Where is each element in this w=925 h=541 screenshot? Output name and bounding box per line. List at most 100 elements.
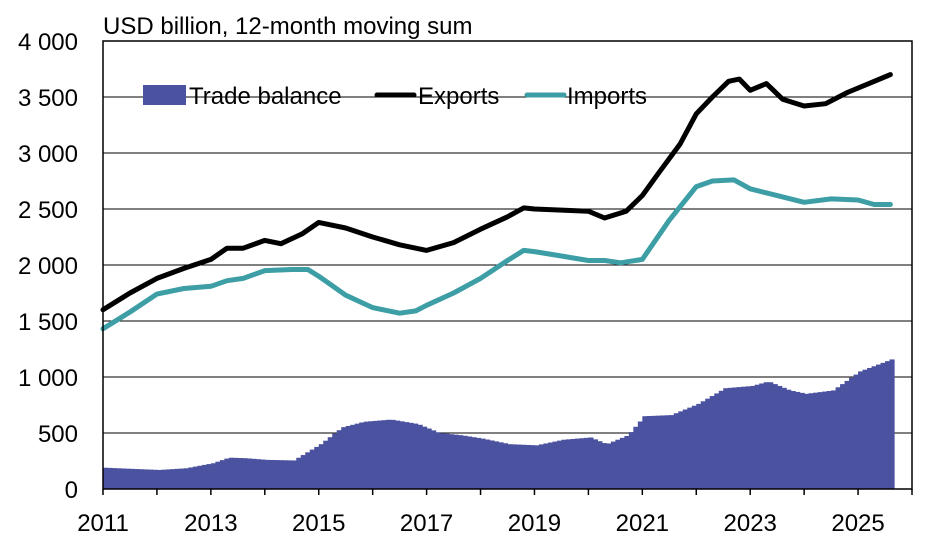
trade-balance-bar xyxy=(165,469,172,489)
trade-balance-bar xyxy=(889,359,895,489)
trade-balance-bar xyxy=(318,444,324,489)
chart-subtitle: USD billion, 12-month moving sum xyxy=(103,13,472,40)
legend: Trade balance Exports Imports xyxy=(143,83,647,110)
trade-balance-bar xyxy=(413,423,419,489)
trade-balance-bar xyxy=(511,444,518,489)
trade-balance-bar xyxy=(215,461,221,489)
trade-balance-bar xyxy=(377,420,383,489)
trade-balance-bar xyxy=(201,464,207,489)
trade-balance-bar xyxy=(777,385,783,489)
x-tick-label: 2019 xyxy=(508,510,561,537)
trade-balance-bar xyxy=(867,367,873,489)
y-tick-label: 2 000 xyxy=(18,253,78,280)
trade-balance-bar xyxy=(219,460,225,489)
trade-balance-bar xyxy=(543,443,549,489)
trade-balance-bar xyxy=(660,415,666,489)
x-tick-label: 2023 xyxy=(724,510,777,537)
trade-balance-bar xyxy=(714,393,720,489)
trade-balance-bar xyxy=(107,467,113,489)
trade-balance-bar xyxy=(287,460,293,489)
legend-label-exports: Exports xyxy=(418,83,499,110)
trade-balance-bar xyxy=(637,421,643,489)
trade-balance-bar xyxy=(799,392,805,489)
trade-balance-bar xyxy=(529,445,536,489)
trade-balance-bar xyxy=(556,440,563,489)
trade-balance-bar xyxy=(152,469,158,489)
trade-balance-bar xyxy=(278,460,284,489)
trade-balance-bar xyxy=(305,452,311,489)
trade-balance-bar xyxy=(682,409,688,489)
trade-balance-bar xyxy=(718,390,724,489)
trade-balance-bar xyxy=(597,441,603,489)
trade-balance-bar xyxy=(188,467,194,489)
trade-balance-bar xyxy=(336,430,342,489)
trade-balance-bar xyxy=(817,392,823,489)
trade-balance-bar xyxy=(804,393,810,489)
trade-balance-bar xyxy=(768,382,774,489)
trade-balance-bar xyxy=(583,437,589,489)
trade-balance-bar xyxy=(444,433,450,489)
trade-balance-bar xyxy=(507,444,513,489)
trade-balance-bar xyxy=(570,438,576,489)
trade-balance-bar xyxy=(480,438,486,489)
trade-balance-bar xyxy=(332,433,338,489)
trade-balance-bar xyxy=(125,468,131,489)
trade-balance-bar xyxy=(197,465,203,489)
trade-balance-bar xyxy=(601,443,607,489)
x-tick-label: 2013 xyxy=(184,510,237,537)
trade-balance-bar xyxy=(552,441,558,489)
trade-balance-bar xyxy=(840,384,846,489)
y-tick-label: 500 xyxy=(38,421,78,448)
trade-balance-bar xyxy=(485,439,491,489)
trade-balance-bar xyxy=(156,469,163,489)
trade-balance-bar xyxy=(588,437,594,489)
trade-balance-bar xyxy=(844,380,850,489)
trade-balance-bar xyxy=(467,436,473,489)
trade-balance-bar xyxy=(853,374,859,489)
trade-balance-bar xyxy=(179,468,185,489)
trade-balance-bar xyxy=(520,444,527,489)
y-tick-label: 0 xyxy=(65,477,78,504)
y-tick-label: 2 500 xyxy=(18,197,78,224)
trade-balance-bar xyxy=(395,420,401,489)
trade-balance-bar xyxy=(228,457,234,489)
trade-balance-bar xyxy=(574,438,581,489)
y-tick-label: 3 000 xyxy=(18,141,78,168)
trade-balance-bar xyxy=(426,428,432,489)
trade-balance-bar xyxy=(103,467,109,489)
trade-balance-bar xyxy=(251,458,257,489)
trade-balance-bar xyxy=(696,403,702,489)
trade-balance-bar xyxy=(835,387,841,489)
series-lines xyxy=(100,72,893,332)
trade-balance-bar xyxy=(192,466,198,489)
trade-balance-bar xyxy=(116,468,122,489)
trade-balance-bar xyxy=(476,437,482,489)
trade-balance-bar xyxy=(327,437,333,489)
trade-balance-bar xyxy=(111,468,118,489)
trade-balance-bar xyxy=(323,440,329,489)
trade-balance-bar xyxy=(368,421,374,489)
trade-balance-bar xyxy=(534,445,540,489)
trade-balance-bar xyxy=(210,463,216,489)
trade-balance-bar xyxy=(435,432,441,489)
trade-balance-bar xyxy=(498,442,504,489)
trade-balance-bar xyxy=(687,407,693,489)
trade-balance-bar xyxy=(876,364,882,489)
x-tick-label: 2025 xyxy=(831,510,884,537)
trade-balance-bar xyxy=(399,421,405,489)
trade-balance-bar xyxy=(741,386,747,489)
trade-balance-bar xyxy=(246,458,252,489)
trade-balance-bar xyxy=(269,459,275,489)
trade-balance-bar xyxy=(691,405,697,489)
trade-balance-bar xyxy=(862,369,868,489)
trade-balance-bar xyxy=(790,391,796,489)
trade-balance-bar xyxy=(359,422,365,489)
trade-balance-bar xyxy=(462,435,468,489)
trade-balance-bar xyxy=(206,464,212,489)
trade-balance-bar xyxy=(732,387,738,489)
y-tick-label: 1 000 xyxy=(18,365,78,392)
trade-balance-bar xyxy=(822,391,828,489)
trade-balance-bar xyxy=(129,468,136,489)
trade-balance-bar xyxy=(354,423,360,489)
y-tick-label: 1 500 xyxy=(18,309,78,336)
